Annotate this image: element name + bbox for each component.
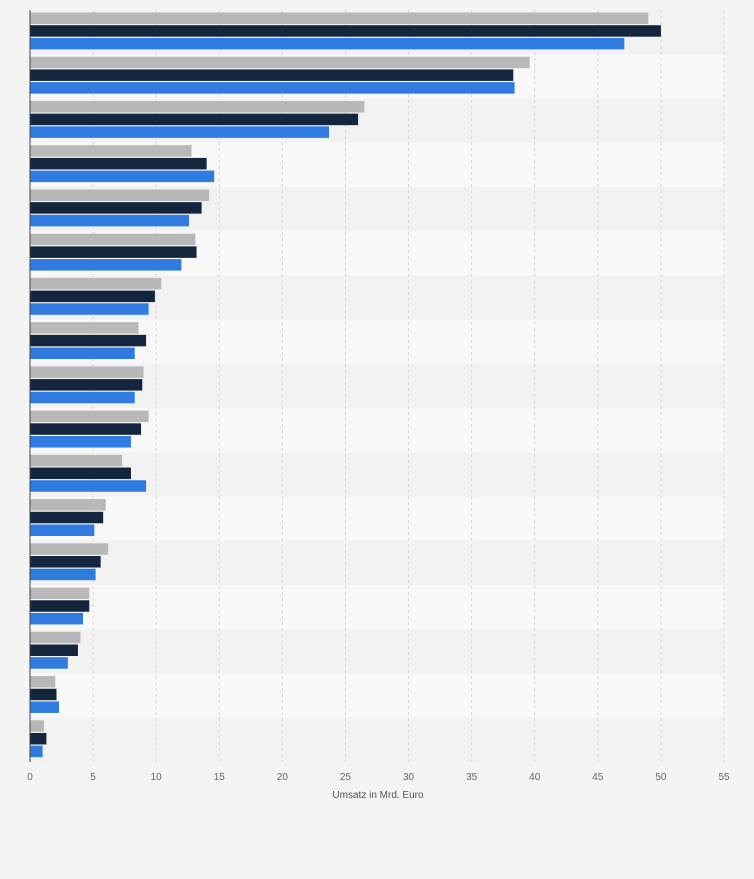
bar-cat17-series1[interactable] bbox=[30, 720, 44, 732]
bar-cat4-series1[interactable] bbox=[30, 145, 192, 157]
bar-cat9-series1[interactable] bbox=[30, 366, 144, 378]
bar-cat15-series1[interactable] bbox=[30, 631, 81, 644]
category-band-17 bbox=[30, 717, 724, 762]
bar-cat12-series2[interactable] bbox=[30, 511, 104, 524]
bar-cat16-series1[interactable] bbox=[30, 676, 56, 688]
bar-cat9-series3[interactable] bbox=[30, 391, 135, 404]
x-tick-label-50: 50 bbox=[655, 772, 667, 783]
bar-cat10-series3[interactable] bbox=[30, 436, 131, 448]
bar-cat5-series1[interactable] bbox=[30, 189, 210, 201]
bar-cat4-series3[interactable] bbox=[30, 170, 215, 183]
bar-cat10-series1[interactable] bbox=[30, 410, 149, 423]
bar-cat7-series1[interactable] bbox=[30, 277, 162, 290]
x-tick-label-40: 40 bbox=[529, 772, 541, 783]
bar-cat7-series2[interactable] bbox=[30, 290, 155, 303]
bar-cat1-series2[interactable] bbox=[30, 25, 661, 37]
bar-cat7-series3[interactable] bbox=[30, 303, 149, 315]
category-band-13 bbox=[30, 540, 724, 586]
bar-cat1-series3[interactable] bbox=[30, 37, 625, 50]
bar-cat3-series1[interactable] bbox=[30, 100, 365, 113]
bar-cat8-series1[interactable] bbox=[30, 322, 139, 334]
x-tick-label-55: 55 bbox=[718, 772, 730, 783]
bar-cat1-series1[interactable] bbox=[30, 12, 649, 25]
category-band-16 bbox=[30, 673, 724, 718]
bar-cat12-series3[interactable] bbox=[30, 524, 95, 536]
bar-cat5-series2[interactable] bbox=[30, 202, 202, 214]
bar-cat14-series2[interactable] bbox=[30, 600, 90, 612]
bar-cat12-series1[interactable] bbox=[30, 499, 106, 511]
bar-cat14-series1[interactable] bbox=[30, 587, 90, 600]
bar-cat10-series2[interactable] bbox=[30, 423, 142, 435]
category-band-9 bbox=[30, 363, 724, 409]
bar-cat5-series3[interactable] bbox=[30, 214, 189, 227]
bar-cat15-series3[interactable] bbox=[30, 657, 68, 669]
bar-cat2-series2[interactable] bbox=[30, 69, 514, 81]
x-tick-label-10: 10 bbox=[151, 772, 163, 783]
x-tick-label-5: 5 bbox=[90, 772, 96, 783]
bar-cat15-series2[interactable] bbox=[30, 644, 78, 656]
bar-cat8-series2[interactable] bbox=[30, 334, 147, 347]
bar-cat8-series3[interactable] bbox=[30, 347, 135, 360]
bar-cat6-series2[interactable] bbox=[30, 246, 197, 258]
x-tick-label-15: 15 bbox=[214, 772, 226, 783]
x-axis-ticks: 0 5 10 15 20 25 30 35 40 45 50 55 bbox=[27, 772, 730, 783]
bar-cat17-series3[interactable] bbox=[30, 745, 43, 758]
x-tick-label-35: 35 bbox=[466, 772, 478, 783]
bar-cat14-series3[interactable] bbox=[30, 612, 83, 625]
bar-cat17-series2[interactable] bbox=[30, 732, 47, 745]
bar-cat16-series2[interactable] bbox=[30, 688, 57, 701]
x-tick-label-30: 30 bbox=[403, 772, 415, 783]
x-tick-label-20: 20 bbox=[277, 772, 289, 783]
bar-cat6-series1[interactable] bbox=[30, 233, 196, 246]
x-axis-title: Umsatz in Mrd. Euro bbox=[332, 790, 424, 801]
category-band-12 bbox=[30, 496, 724, 541]
category-band-15 bbox=[30, 629, 724, 674]
bar-cat11-series3[interactable] bbox=[30, 480, 147, 492]
grid-lines bbox=[92, 10, 725, 762]
bar-cat9-series2[interactable] bbox=[30, 379, 143, 391]
bar-cat4-series2[interactable] bbox=[30, 157, 207, 170]
bar-cat11-series2[interactable] bbox=[30, 467, 131, 480]
bar-cat13-series2[interactable] bbox=[30, 556, 101, 568]
x-tick-label-45: 45 bbox=[592, 772, 604, 783]
x-tick-label-0: 0 bbox=[27, 772, 33, 783]
x-tick-label-25: 25 bbox=[340, 772, 352, 783]
bar-cat2-series3[interactable] bbox=[30, 82, 515, 94]
bar-cat16-series3[interactable] bbox=[30, 701, 60, 713]
bar-cat13-series3[interactable] bbox=[30, 568, 96, 581]
bar-cat3-series2[interactable] bbox=[30, 113, 359, 126]
bar-cat3-series3[interactable] bbox=[30, 126, 330, 138]
bar-cat11-series1[interactable] bbox=[30, 454, 123, 467]
bar-cat6-series3[interactable] bbox=[30, 259, 182, 271]
bar-cat2-series1[interactable] bbox=[30, 56, 530, 69]
bars bbox=[30, 12, 661, 758]
category-band-14 bbox=[30, 585, 724, 630]
bar-cat13-series1[interactable] bbox=[30, 543, 109, 555]
